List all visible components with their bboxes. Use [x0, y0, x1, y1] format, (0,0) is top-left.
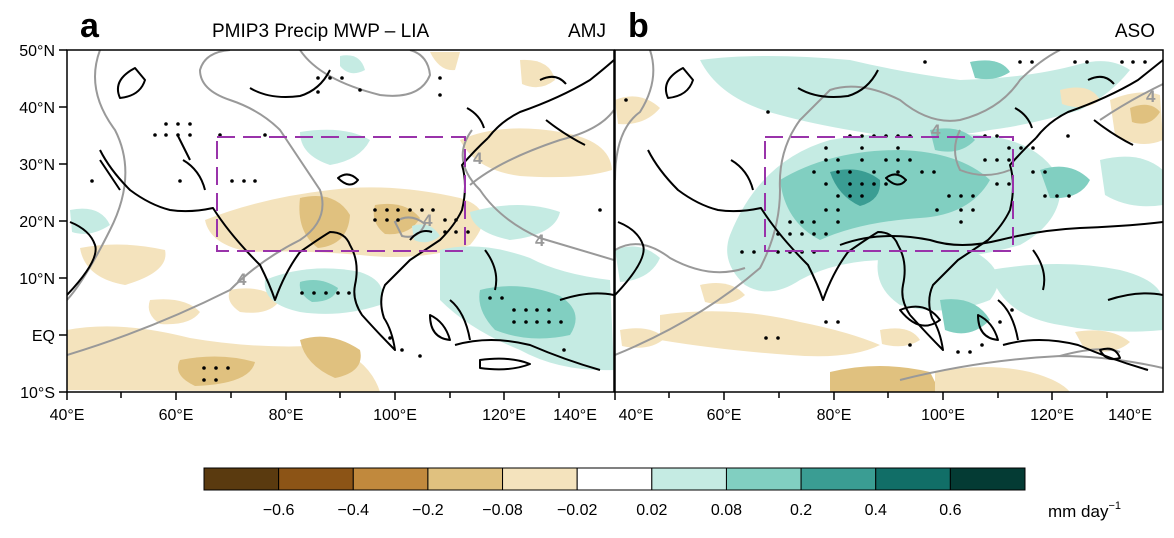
- panel-a-region-box: [216, 136, 466, 252]
- colorbar-swatch: [875, 467, 951, 491]
- colorbar-swatch: [800, 467, 877, 491]
- colorbar-tick-label: 0.4: [865, 502, 887, 519]
- colorbar-swatch: [352, 467, 429, 491]
- y-tick-label: 50°N: [19, 43, 55, 60]
- y-tick-label: 20°N: [19, 214, 55, 231]
- x-tick-label: 100°E: [373, 407, 417, 424]
- panel-a-map: 4 4 4 4: [66, 49, 615, 393]
- colorbar-unit: mm day−1: [1048, 500, 1121, 521]
- colorbar: −0.6 −0.4 −0.2 −0.08 −0.02 0.02 0.08 0.2 0.4 0.6 …: [203, 467, 1121, 521]
- x-tick-label: 120°E: [482, 407, 526, 424]
- colorbar-tick-label: 0.2: [790, 502, 812, 519]
- contour-label: 4: [1146, 87, 1156, 106]
- panel-b-map: 4 4: [614, 49, 1164, 393]
- panel-a-contour-labels: 4 4 4 4: [237, 149, 545, 289]
- x-tick-label: 100°E: [921, 407, 965, 424]
- panel-b-frame: [614, 49, 1164, 393]
- y-tick-label: 40°N: [19, 100, 55, 117]
- colorbar-tick-label: 0.08: [711, 502, 742, 519]
- colorbar-swatches: [203, 467, 1026, 491]
- y-tick-label: 10°N: [19, 271, 55, 288]
- y-axis: 50°N 40°N 30°N 20°N 10°N EQ 10°S: [19, 43, 67, 402]
- panel-b-contour-labels: 4 4: [931, 87, 1156, 140]
- x-tick-label: 60°E: [159, 407, 194, 424]
- panel-a-coastline: [67, 59, 614, 371]
- x-tick-label: 80°E: [269, 407, 304, 424]
- colorbar-swatch: [949, 467, 1026, 491]
- y-tick-label: EQ: [32, 328, 55, 345]
- x-tick-label: 120°E: [1030, 407, 1074, 424]
- contour-label: 4: [931, 121, 941, 140]
- colorbar-swatch: [725, 467, 802, 491]
- colorbar-swatch: [278, 467, 354, 491]
- colorbar-tick-label: −0.08: [482, 502, 523, 519]
- panel-a-season: AMJ: [568, 21, 606, 42]
- colorbar-tick-label: 0.6: [939, 502, 961, 519]
- panel-a-stipple: [90, 76, 602, 382]
- colorbar-tick-labels: −0.6 −0.4 −0.2 −0.08 −0.02 0.02 0.08 0.2 0.4 0.6: [263, 502, 962, 519]
- panel-b-region-box: [764, 136, 1014, 252]
- y-tick-label: 30°N: [19, 157, 55, 174]
- colorbar-unit-main: mm day: [1048, 502, 1109, 521]
- panel-b-season: ASO: [1115, 21, 1155, 42]
- colorbar-swatch: [203, 467, 280, 491]
- contour-label: 4: [423, 211, 433, 230]
- x-tick-label: 140°E: [1108, 407, 1152, 424]
- colorbar-swatch: [502, 467, 578, 491]
- contour-label: 4: [237, 270, 247, 289]
- panel-b-letter: b: [628, 7, 649, 45]
- colorbar-tick-label: 0.02: [636, 502, 667, 519]
- colorbar-tick-label: −0.2: [412, 502, 444, 519]
- x-tick-label: 40°E: [50, 407, 85, 424]
- panel-a-shading: [67, 52, 614, 392]
- x-tick-label: 40°E: [619, 407, 654, 424]
- panel-b-coastline: [615, 59, 1163, 371]
- x-axis: 40°E 60°E 80°E 100°E 120°E 140°E 40°E 60…: [50, 392, 1152, 424]
- y-tick-label: 10°S: [20, 385, 55, 402]
- panel-a-letter: a: [80, 7, 100, 45]
- colorbar-swatch: [651, 467, 727, 491]
- colorbar-tick-label: −0.6: [263, 502, 295, 519]
- contour-label: 4: [473, 149, 483, 168]
- colorbar-swatch: [576, 467, 653, 491]
- contour-label: 4: [535, 231, 545, 250]
- x-tick-label: 140°E: [553, 407, 597, 424]
- colorbar-unit-exponent: −1: [1108, 500, 1121, 512]
- colorbar-swatch: [427, 467, 504, 491]
- colorbar-tick-label: −0.4: [337, 502, 369, 519]
- x-tick-label: 60°E: [707, 407, 742, 424]
- colorbar-tick-label: −0.02: [557, 502, 598, 519]
- figure-title: PMIP3 Precip MWP – LIA: [212, 21, 429, 42]
- x-tick-label: 80°E: [817, 407, 852, 424]
